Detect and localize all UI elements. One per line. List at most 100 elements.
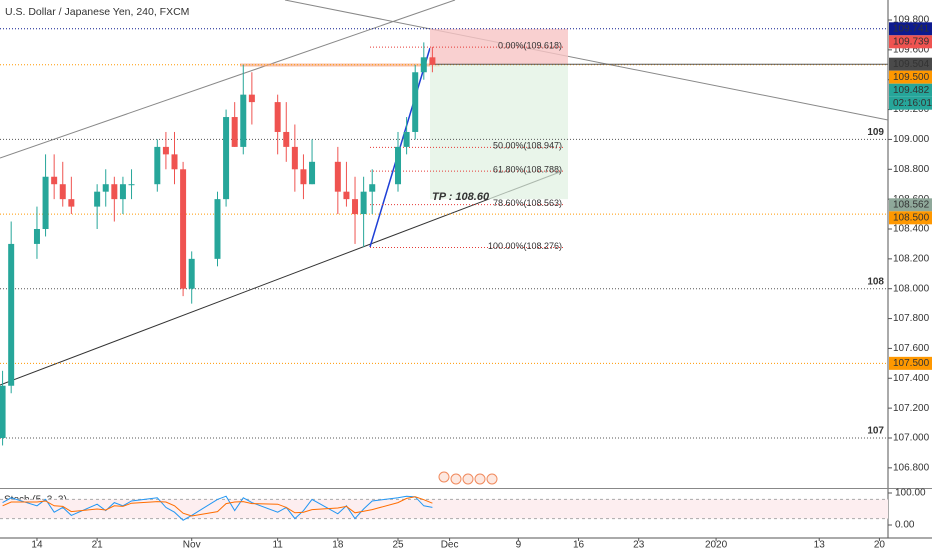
candle-body: [188, 258, 195, 289]
price-tag: [889, 198, 932, 212]
price-tag-label: 109.482: [893, 85, 930, 96]
candle-body: [102, 184, 109, 192]
candle-body: [429, 57, 436, 65]
x-tick-label: Dec: [441, 540, 459, 550]
candle-body: [274, 102, 281, 132]
price-tag: [889, 356, 932, 370]
level-label: 108: [867, 276, 884, 287]
stop-zone: [430, 28, 568, 65]
candle-body: [369, 184, 376, 192]
y-tick-label: 109.800: [893, 15, 930, 26]
y-tick-label: 108.400: [893, 224, 930, 235]
candle-body: [309, 161, 316, 185]
candle-body: [352, 199, 359, 215]
drawings: [0, 0, 889, 439]
y-tick-label: 108.200: [893, 253, 930, 264]
candle-body: [42, 176, 49, 229]
channel-lower: [0, 171, 561, 386]
countdown: 02:16:01: [893, 98, 932, 109]
x-tick-label: 18: [332, 540, 344, 550]
fib-label: 100.00%(108.276): [488, 241, 562, 251]
x-tick-label: 23: [633, 540, 645, 550]
price-tag: [889, 83, 932, 97]
fib-label: 0.00%(109.618): [498, 41, 562, 51]
chart-title: U.S. Dollar / Japanese Yen, 240, FXCM: [5, 6, 189, 18]
price-tag-label: 108.562: [893, 199, 930, 210]
candle-body: [343, 191, 350, 200]
candle-body: [111, 184, 118, 200]
y-tick-label: 108.800: [893, 164, 930, 175]
candle-body: [119, 184, 126, 200]
countdown-tag: [889, 96, 932, 110]
y-tick-label: 107.200: [893, 403, 930, 414]
candle-body: [223, 117, 230, 200]
candle-body: [162, 146, 169, 155]
x-tick-label: 25: [392, 540, 404, 550]
fib-label: 61.80%(108.788): [493, 164, 562, 174]
y-tick-label: 109.600: [893, 45, 930, 56]
channel-upper: [0, 0, 456, 159]
price-tag-label: 109.504: [893, 59, 930, 70]
y-tick-label: 109.200: [893, 104, 930, 115]
candle-body: [334, 161, 341, 192]
level-label: 107: [867, 426, 884, 437]
candle-body: [291, 146, 298, 170]
event-icon: [474, 473, 486, 485]
stoch-band: [0, 499, 888, 519]
x-tick-label: 13: [814, 540, 826, 550]
x-tick-label: 20: [874, 540, 886, 550]
target-zone: [430, 64, 568, 200]
stoch-tick-label: 0.00: [895, 520, 915, 531]
candle-body: [51, 176, 58, 185]
y-tick-label: 107.600: [893, 343, 930, 354]
y-tick-label: 109.000: [893, 134, 930, 145]
price-tag-label: 108.500: [893, 212, 930, 223]
candle-body: [403, 131, 410, 147]
candle-body: [283, 131, 290, 147]
x-tick-label: 14: [31, 540, 43, 550]
y-tick-label: 107.400: [893, 373, 930, 384]
y-tick-label: 107.800: [893, 313, 930, 324]
level-label: 109: [867, 127, 884, 138]
candle-body: [94, 191, 101, 207]
candle-body: [128, 184, 135, 186]
price-tag: [889, 211, 932, 225]
price-tag: [889, 70, 932, 84]
price-tag-label: 109.500: [893, 72, 930, 83]
target-label: TP : 108.60: [432, 191, 490, 203]
y-tick-label: 107.000: [893, 433, 930, 444]
candle-body: [171, 154, 178, 170]
x-tick-label: Nov: [183, 540, 201, 550]
x-tick-label: 2020: [705, 540, 728, 550]
candle-body: [412, 72, 419, 132]
price-tag: [889, 22, 932, 36]
candle-body: [395, 146, 402, 185]
fib-label: 78.60%(108.563): [493, 198, 562, 208]
y-tick-label: 108.000: [893, 283, 930, 294]
price-tag: [889, 35, 932, 49]
candle-body: [420, 57, 427, 73]
price-tag-label: 107.500: [893, 358, 930, 369]
event-icons: [438, 471, 498, 485]
x-tick-label: 21: [92, 540, 104, 550]
candle-body: [214, 199, 221, 259]
candle-body: [33, 228, 40, 244]
event-icon: [486, 473, 498, 485]
price-tag-label: 109.739: [893, 36, 930, 47]
candle-body: [240, 94, 247, 147]
price-tag-label: 109.741: [893, 23, 930, 34]
x-tick-label: 9: [516, 540, 522, 550]
trend-line: [284, 0, 889, 121]
fib-label: 50.00%(108.947): [493, 141, 562, 151]
price-tag: [889, 57, 932, 71]
event-icon: [462, 473, 474, 485]
candle-body: [231, 117, 238, 147]
candle-body: [154, 146, 161, 185]
candle-body: [68, 199, 75, 207]
candle-body: [8, 243, 15, 386]
event-icon: [450, 473, 462, 485]
candle-body: [59, 184, 66, 200]
candle-body: [0, 385, 6, 438]
candle-body: [248, 94, 255, 103]
